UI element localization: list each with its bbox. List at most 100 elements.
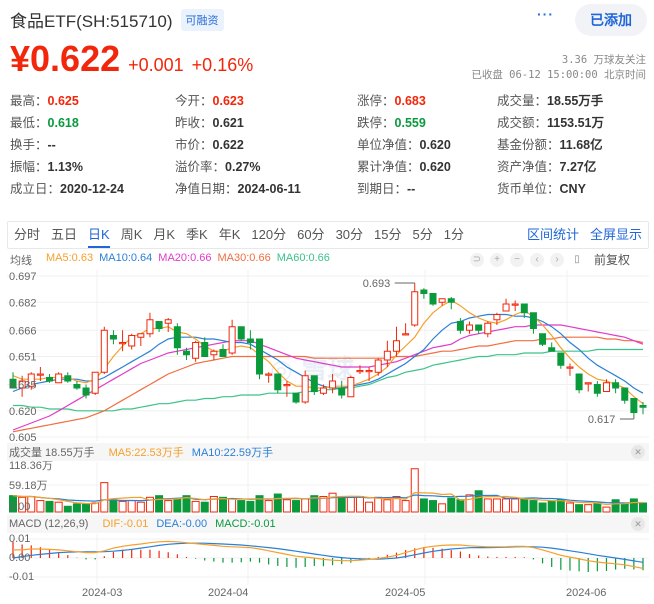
stat-label: 最低：: [10, 116, 48, 130]
stat-item: 市价：0.622: [175, 134, 244, 153]
stat-value: 0.623: [212, 94, 244, 108]
stat-label: 溢价率：: [175, 160, 226, 174]
tab-5[interactable]: 季K: [186, 227, 208, 242]
close-macd-icon[interactable]: ✕: [631, 517, 645, 531]
candle-body: [612, 382, 620, 389]
stat-value: 2020-12-24: [60, 182, 124, 196]
min-annotation: 0.617: [588, 414, 616, 426]
stat-item: 累计净值：0.620: [357, 156, 451, 175]
volume-bar: [483, 498, 492, 513]
tab-12[interactable]: 1分: [443, 227, 464, 242]
volume-y-tick: 0.00: [9, 501, 30, 513]
stat-label: 单位净值：: [357, 138, 420, 152]
volume-bar: [474, 490, 483, 513]
candle-body: [292, 392, 300, 403]
stat-value: 2024-06-11: [237, 182, 301, 196]
candle-body: [466, 324, 474, 331]
tab-3[interactable]: 周K: [120, 227, 143, 242]
volume-bar: [492, 498, 501, 513]
volume-bar: [602, 506, 611, 513]
volume-bar: [520, 498, 529, 513]
candle-body: [91, 371, 99, 394]
tab-4[interactable]: 月K: [153, 227, 176, 242]
scroll-right-icon[interactable]: ›: [550, 252, 564, 267]
tab-1[interactable]: 五日: [51, 227, 78, 242]
ma20-value: MA20:0.66: [158, 252, 212, 264]
reset-icon[interactable]: ⊃: [470, 252, 484, 267]
fullscreen-link[interactable]: 全屏显示: [590, 227, 643, 242]
price-change-pct: +0.16%: [191, 55, 254, 75]
volume-bar: [556, 499, 565, 513]
volume-label: 成交量 18.55万手: [9, 447, 95, 459]
tab-0[interactable]: 分时: [14, 227, 41, 242]
stat-item: 成交量：18.55万手: [497, 90, 603, 109]
macd-dea: DEA:-0.00: [156, 518, 208, 530]
close-volume-icon[interactable]: ✕: [631, 445, 645, 459]
range-stats-link[interactable]: 区间统计: [527, 227, 580, 242]
added-watchlist-button[interactable]: 已添加: [575, 4, 647, 36]
candle-body: [475, 324, 483, 331]
volume-bar: [383, 499, 392, 513]
stat-item: 振幅：1.13%: [10, 156, 83, 175]
candle-body: [100, 329, 108, 373]
stat-value: 0.620: [419, 138, 451, 152]
tab-2[interactable]: 日K: [88, 222, 110, 248]
zoom-out-icon[interactable]: −: [510, 252, 524, 267]
macd-dea-line: [12, 542, 644, 563]
candle-body: [109, 335, 117, 340]
volume-ma5: MA5:22.53万手: [108, 447, 184, 459]
volume-bar: [173, 498, 182, 513]
candle-body: [566, 366, 574, 369]
stat-label: 基金份额：: [497, 138, 560, 152]
volume-bar: [109, 499, 118, 513]
tab-7[interactable]: 120分: [251, 227, 287, 242]
x-axis-label: 2024-03: [82, 587, 123, 599]
volume-bar: [328, 492, 337, 513]
candle-body: [402, 333, 410, 336]
stat-value: 0.625: [47, 94, 79, 108]
stat-item: 到期日：--: [357, 178, 415, 197]
volume-bar: [155, 495, 164, 513]
stat-label: 振幅：: [10, 160, 48, 174]
ma10-value: MA10:0.64: [99, 252, 153, 264]
tab-11[interactable]: 5分: [412, 227, 433, 242]
tab-6[interactable]: 年K: [218, 227, 241, 242]
stat-label: 货币单位：: [497, 182, 560, 196]
candle-body: [584, 382, 592, 385]
candle-body: [383, 350, 391, 361]
stat-item: 成立日：2020-12-24: [10, 178, 124, 197]
tab-9[interactable]: 30分: [335, 227, 364, 242]
stat-value: 18.55万手: [547, 94, 604, 108]
tab-8[interactable]: 60分: [297, 227, 325, 242]
candle-body: [374, 359, 382, 373]
volume-bar: [273, 493, 282, 513]
tab-10[interactable]: 15分: [374, 227, 402, 242]
stat-label: 成交额：: [497, 116, 548, 130]
candle-body: [27, 373, 35, 387]
stat-label: 资产净值：: [497, 160, 560, 174]
zoom-in-icon[interactable]: +: [490, 252, 504, 267]
volume-bar: [365, 501, 374, 513]
volume-bar: [639, 502, 647, 513]
candle-body: [438, 298, 446, 303]
adjust-type-select[interactable]: 前复权: [594, 253, 631, 267]
margin-badge[interactable]: 可融资: [180, 8, 224, 31]
stat-label: 跌停：: [357, 116, 395, 130]
volume-ma10: MA10:22.59万手: [191, 447, 274, 459]
volume-bar: [100, 482, 109, 513]
volume-bar: [465, 494, 474, 513]
candle-style-icon[interactable]: ▯: [574, 253, 580, 265]
candle-body: [119, 342, 127, 345]
more-options-icon[interactable]: ···: [537, 6, 554, 22]
candle-body: [274, 373, 282, 391]
ma-legend: 均线 MA5:0.63 MA10:0.64 MA20:0.66 MA30:0.6…: [10, 252, 330, 268]
scroll-left-icon[interactable]: ‹: [530, 252, 544, 267]
candle-body: [46, 377, 54, 382]
volume-bar: [63, 505, 72, 513]
stat-value: 1.13%: [47, 160, 83, 174]
volume-bar: [456, 499, 465, 513]
candle-body: [557, 352, 565, 366]
candle-body: [137, 333, 145, 338]
candle-body: [64, 375, 72, 382]
